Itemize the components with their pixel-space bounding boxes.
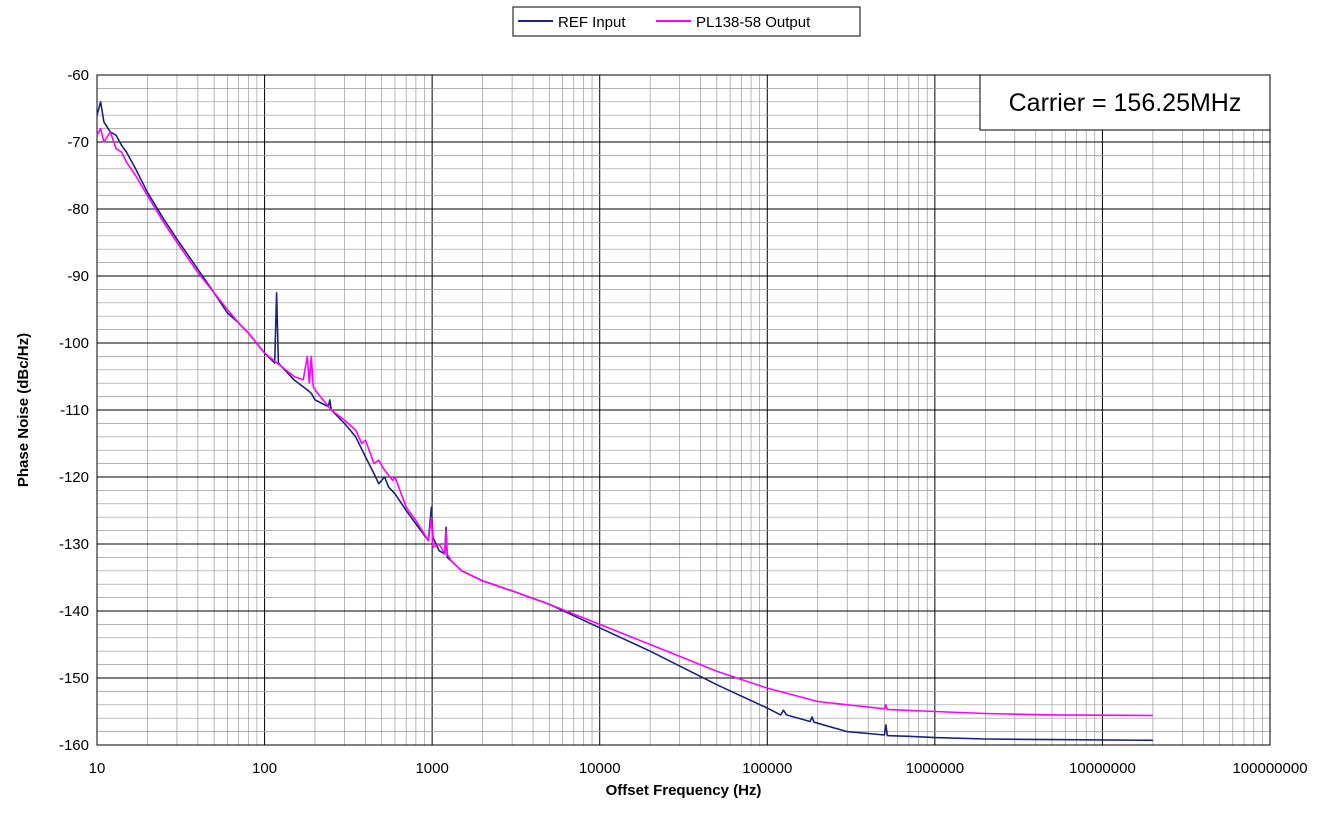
series-layer [96,101,1153,742]
y-tick-label: -130 [59,536,89,553]
y-tick-label: -150 [59,670,89,687]
annotation-box: Carrier = 156.25MHz [979,74,1271,131]
x-tick-label: 10000000 [1069,760,1136,777]
series-line-pl138-output [96,127,1153,717]
carrier-annotation: Carrier = 156.25MHz [1009,89,1242,117]
x-tick-label: 100 [252,760,277,777]
x-tick-label: 10 [89,760,106,777]
x-tick-label: 1000000 [906,760,964,777]
y-tick-label: -110 [60,402,89,419]
legend: REF Input PL138-58 Output [512,6,861,37]
series-line-ref-input [96,101,1153,742]
y-tick-label: -80 [67,201,89,218]
x-tick-label: 100000 [742,760,792,777]
plot-area-border [96,74,1271,746]
x-tick-label: 1000 [415,760,448,777]
y-tick-label: -60 [67,67,89,84]
y-tick-label: -90 [67,268,89,285]
tick-labels: 10 100 1000 10000 100000 1000000 10000000 10000… [59,67,1308,777]
x-tick-label: 100000000 [1232,760,1307,777]
x-axis-title: Offset Frequency (Hz) [606,782,762,799]
y-axis-title: Phase Noise (dBc/Hz) [15,333,32,487]
x-tick-label: 10000 [579,760,621,777]
y-tick-label: -120 [59,469,89,486]
y-tick-label: -160 [59,737,89,754]
y-tick-label: -70 [67,134,89,151]
legend-label-ref-input: REF Input [558,14,626,31]
legend-label-pl138-output: PL138-58 Output [696,14,811,31]
y-tick-label: -100 [59,335,89,352]
y-tick-label: -140 [59,603,89,620]
grid-layer [96,74,1270,746]
